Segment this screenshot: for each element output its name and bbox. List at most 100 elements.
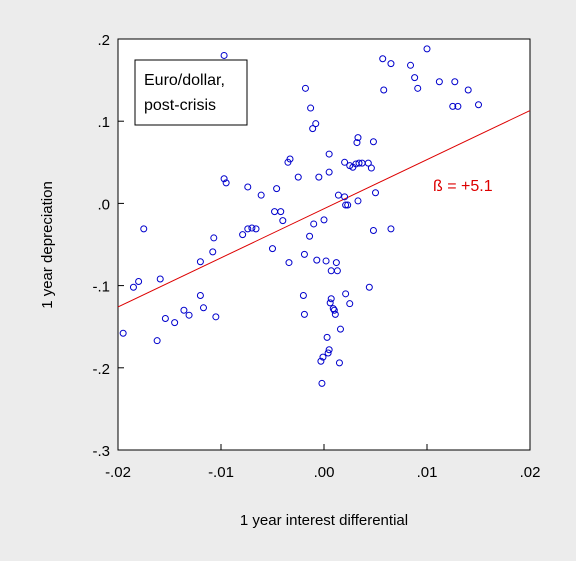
y-tick-label: .0 bbox=[97, 196, 110, 213]
data-point bbox=[336, 325, 344, 333]
data-point bbox=[423, 45, 431, 53]
data-point bbox=[333, 267, 341, 275]
data-point bbox=[286, 155, 294, 163]
data-point bbox=[222, 179, 230, 187]
data-point bbox=[346, 300, 354, 308]
data-point bbox=[199, 304, 207, 312]
data-point bbox=[220, 175, 228, 183]
data-point bbox=[252, 225, 260, 233]
data-point bbox=[454, 102, 462, 110]
data-point bbox=[301, 84, 309, 92]
data-point bbox=[209, 248, 217, 256]
data-point bbox=[332, 259, 340, 267]
data-point bbox=[353, 139, 361, 147]
data-point bbox=[414, 84, 422, 92]
beta-annotation: ß = +5.1 bbox=[433, 178, 493, 195]
data-point bbox=[315, 173, 323, 181]
data-point bbox=[210, 234, 218, 242]
data-point bbox=[196, 258, 204, 266]
data-point bbox=[196, 291, 204, 299]
y-tick-label: -.2 bbox=[92, 361, 110, 378]
data-point bbox=[285, 259, 293, 267]
regression-line bbox=[117, 110, 531, 308]
data-point bbox=[135, 277, 143, 285]
data-point bbox=[180, 306, 188, 314]
data-point bbox=[294, 173, 302, 181]
data-point bbox=[327, 295, 335, 303]
data-point bbox=[257, 191, 265, 199]
data-point bbox=[299, 291, 307, 299]
legend-line-2: post-crisis bbox=[144, 97, 216, 114]
data-point bbox=[239, 231, 247, 239]
data-point bbox=[171, 319, 179, 327]
data-point bbox=[318, 379, 326, 387]
data-point bbox=[475, 101, 482, 109]
data-point bbox=[317, 357, 325, 365]
data-point bbox=[277, 208, 285, 216]
y-tick-label: -.3 bbox=[92, 443, 110, 460]
x-axis-label: 1 year interest differential bbox=[240, 512, 408, 529]
data-point bbox=[330, 306, 338, 314]
data-point bbox=[119, 329, 127, 337]
data-point bbox=[325, 346, 333, 354]
legend-box: Euro/dollar, post-crisis bbox=[134, 59, 248, 126]
data-point bbox=[341, 158, 349, 166]
data-point bbox=[220, 51, 228, 59]
data-point bbox=[326, 299, 334, 307]
data-point bbox=[156, 275, 164, 283]
data-point bbox=[319, 353, 327, 361]
data-point bbox=[313, 256, 321, 264]
x-tick-label: .00 bbox=[314, 464, 335, 481]
y-axis-label: 1 year depreciation bbox=[39, 181, 56, 309]
data-point bbox=[367, 164, 375, 172]
data-point bbox=[320, 216, 328, 224]
data-point bbox=[273, 185, 281, 193]
data-point bbox=[300, 250, 308, 258]
data-point bbox=[369, 227, 377, 235]
data-point bbox=[312, 120, 320, 128]
data-point bbox=[129, 283, 137, 291]
data-point bbox=[335, 359, 343, 367]
x-tick-label: .01 bbox=[417, 464, 438, 481]
data-point bbox=[464, 86, 472, 94]
data-point bbox=[380, 86, 388, 94]
data-point bbox=[379, 55, 387, 63]
data-point bbox=[451, 78, 459, 86]
y-tick-label: -.1 bbox=[92, 279, 110, 296]
data-point bbox=[269, 245, 276, 253]
y-tick-label: .2 bbox=[97, 32, 110, 49]
data-point bbox=[354, 197, 362, 205]
data-point bbox=[364, 159, 372, 167]
data-point bbox=[341, 193, 349, 201]
data-point bbox=[310, 220, 318, 228]
data-point bbox=[300, 310, 308, 318]
data-point bbox=[354, 134, 362, 142]
data-point bbox=[161, 314, 169, 322]
data-point bbox=[306, 232, 314, 240]
x-tick-label: -.02 bbox=[105, 464, 131, 481]
x-tick-label: -.01 bbox=[208, 464, 234, 481]
data-point bbox=[407, 61, 415, 69]
data-point bbox=[387, 60, 395, 68]
data-point bbox=[244, 183, 252, 191]
data-point bbox=[324, 349, 332, 357]
data-point bbox=[435, 78, 443, 86]
data-point bbox=[334, 191, 342, 199]
data-point bbox=[322, 257, 330, 265]
data-point bbox=[331, 310, 339, 318]
data-points bbox=[119, 45, 482, 387]
data-point bbox=[140, 225, 148, 233]
data-point bbox=[325, 150, 333, 158]
data-point bbox=[342, 290, 350, 298]
x-tick-label: .02 bbox=[520, 464, 541, 481]
data-point bbox=[153, 337, 161, 345]
data-point bbox=[342, 201, 350, 209]
data-point bbox=[449, 102, 457, 110]
data-point bbox=[369, 138, 377, 146]
data-point bbox=[344, 201, 352, 209]
data-point bbox=[365, 283, 373, 291]
data-point bbox=[309, 125, 317, 133]
data-point bbox=[387, 225, 395, 233]
data-point bbox=[248, 224, 256, 232]
